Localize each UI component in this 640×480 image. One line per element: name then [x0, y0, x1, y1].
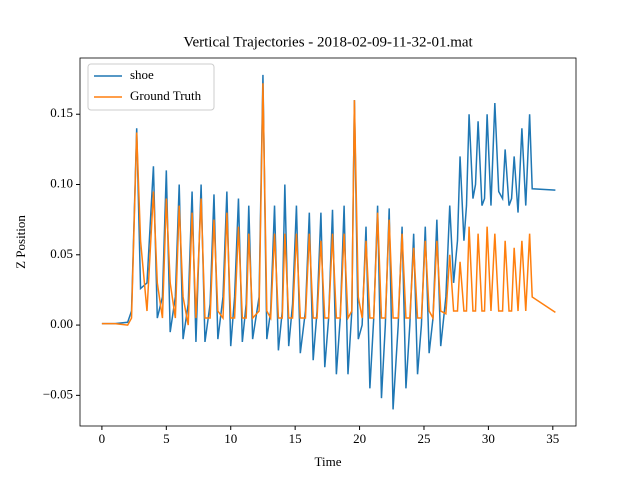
chart-title: Vertical Trajectories - 2018-02-09-11-32…: [183, 34, 473, 50]
x-axis-label: Time: [315, 454, 342, 469]
x-tick-label: 20: [353, 431, 366, 446]
x-tick-label: 30: [482, 431, 495, 446]
line-series: [101, 83, 556, 326]
legend-label: shoe: [130, 67, 154, 82]
x-tick-label: 0: [99, 431, 106, 446]
legend-label: Ground Truth: [130, 88, 202, 103]
y-tick-label: 0.15: [50, 105, 73, 120]
y-tick-label: −0.05: [43, 386, 73, 401]
x-tick-label: 5: [163, 431, 170, 446]
y-tick-label: 0.05: [50, 246, 73, 261]
plot-frame: [79, 57, 577, 427]
y-tick-label: 0.00: [50, 316, 73, 331]
x-tick-label: 35: [546, 431, 559, 446]
x-tick-label: 10: [224, 431, 237, 446]
x-tick-label: 25: [417, 431, 430, 446]
y-tick-label: 0.10: [50, 175, 73, 190]
x-tick-label: 15: [289, 431, 302, 446]
y-axis-label: Z Position: [13, 215, 28, 269]
